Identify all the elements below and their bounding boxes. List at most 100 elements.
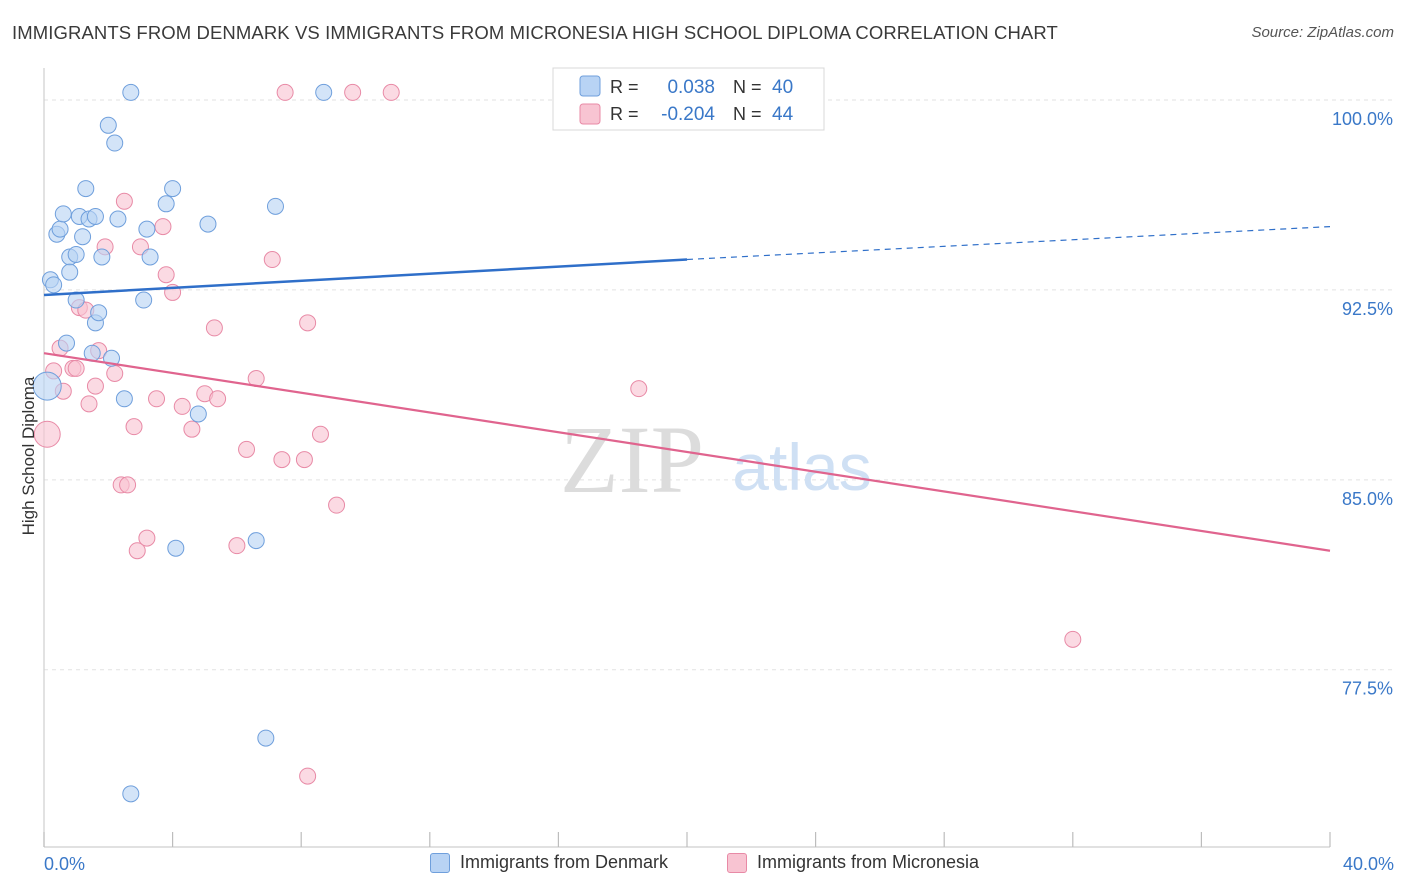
x-tick-label-max: 40.0% <box>1343 854 1394 874</box>
micronesia-point-12 <box>106 364 124 382</box>
denmark-point-36 <box>266 197 284 215</box>
denmark-point-29 <box>157 195 175 213</box>
denmark-point-4 <box>51 220 69 238</box>
denmark-point-32 <box>189 405 207 423</box>
stats-n-value-micronesia: 44 <box>772 104 794 125</box>
denmark-point-27 <box>138 220 156 238</box>
micronesia-point-29 <box>228 537 246 555</box>
micronesia-point-34 <box>276 83 294 101</box>
micronesia-point-33 <box>273 451 291 469</box>
x-tick-labels: 0.0% 40.0% <box>44 854 1394 874</box>
micronesia-point-37 <box>299 314 317 332</box>
denmark-point-0 <box>32 371 62 401</box>
watermark: ZIP atlas <box>560 406 872 513</box>
axes <box>43 68 1331 848</box>
bottom-legend: Immigrants from Denmark Immigrants from … <box>0 852 1406 878</box>
micronesia-point-28 <box>209 390 227 408</box>
denmark-trend-extension <box>686 225 1331 261</box>
denmark-point-33 <box>199 215 217 233</box>
denmark-point-12 <box>74 228 92 246</box>
micronesia-point-39 <box>328 496 346 514</box>
micronesia-point-22 <box>157 266 175 284</box>
denmark-point-37 <box>315 83 333 101</box>
micronesia-point-14 <box>115 192 133 210</box>
denmark-point-30 <box>164 180 182 198</box>
y-axis-label: High School Diploma <box>19 376 38 535</box>
legend-item-micronesia[interactable]: Immigrants from Micronesia <box>727 852 979 873</box>
legend-swatch-micronesia <box>727 852 747 873</box>
micronesia-point-9 <box>86 377 104 395</box>
denmark-point-24 <box>115 390 133 408</box>
denmark-point-5 <box>54 205 72 223</box>
legend-label-micronesia: Immigrants from Micronesia <box>757 852 980 872</box>
micronesia-point-0 <box>33 420 61 448</box>
watermark-atlas: atlas <box>732 430 871 504</box>
micronesia-point-25 <box>183 420 201 438</box>
stats-legend-swatch-denmark <box>579 75 601 97</box>
micronesia-point-5 <box>67 359 85 377</box>
micronesia-point-32 <box>263 251 281 269</box>
denmark-point-18 <box>90 304 108 322</box>
y-tick-labels: 100.0% 92.5% 85.0% 77.5% <box>1332 109 1393 699</box>
stats-r-value-denmark: 0.038 <box>667 77 715 98</box>
micronesia-point-36 <box>299 767 317 785</box>
stats-n-value-denmark: 40 <box>772 77 793 98</box>
stats-r-label-micronesia: R = <box>610 104 639 124</box>
denmark-point-22 <box>106 134 124 152</box>
denmark-point-13 <box>77 180 95 198</box>
stats-n-label-micronesia: N = <box>733 104 762 124</box>
denmark-point-26 <box>135 291 153 309</box>
legend-swatch-denmark <box>430 852 450 873</box>
trend-lines <box>43 225 1331 552</box>
denmark-point-31 <box>167 539 185 557</box>
stats-n-label-denmark: N = <box>733 77 762 97</box>
stats-legend: R = 0.038 N = 40 R = -0.204 N = 44 <box>552 67 825 131</box>
denmark-point-15 <box>86 207 104 225</box>
y-tick-label-3: 77.5% <box>1342 679 1393 699</box>
micronesia-point-19 <box>138 529 156 547</box>
denmark-point-6 <box>58 334 76 352</box>
denmark-point-20 <box>99 116 117 134</box>
micronesia-point-35 <box>295 451 313 469</box>
y-tick-label-2: 85.0% <box>1342 489 1393 509</box>
micronesia-point-40 <box>344 83 362 101</box>
micronesia-point-20 <box>148 390 166 408</box>
stats-legend-swatch-micronesia <box>579 103 601 125</box>
watermark-zip: ZIP <box>560 406 704 513</box>
denmark-point-34 <box>247 532 265 550</box>
chart-title: IMMIGRANTS FROM DENMARK VS IMMIGRANTS FR… <box>12 22 1058 43</box>
chart-source: Source: ZipAtlas.com <box>1251 24 1394 41</box>
denmark-point-28 <box>141 248 159 266</box>
micronesia-point-27 <box>205 319 223 337</box>
denmark-trend-line <box>43 258 688 297</box>
denmark-point-39 <box>122 785 140 803</box>
y-tick-label-0: 100.0% <box>1332 109 1393 129</box>
y-tick-label-1: 92.5% <box>1342 299 1393 319</box>
denmark-point-25 <box>122 83 140 101</box>
micronesia-point-15 <box>119 476 137 494</box>
micronesia-point-8 <box>80 395 98 413</box>
micronesia-point-17 <box>128 542 146 560</box>
micronesia-point-24 <box>173 397 191 415</box>
x-tick-label-min: 0.0% <box>44 854 85 874</box>
denmark-point-2 <box>45 276 63 294</box>
denmark-point-8 <box>61 263 79 281</box>
denmark-point-19 <box>93 248 111 266</box>
stats-r-label-denmark: R = <box>610 77 639 97</box>
micronesia-points <box>33 83 1082 785</box>
micronesia-point-42 <box>630 380 648 398</box>
micronesia-point-38 <box>311 425 329 443</box>
micronesia-point-41 <box>382 83 400 101</box>
micronesia-point-16 <box>125 418 143 436</box>
stats-r-value-micronesia: -0.204 <box>661 104 715 125</box>
micronesia-trend-line <box>43 352 1331 552</box>
legend-label-denmark: Immigrants from Denmark <box>460 852 669 872</box>
micronesia-point-21 <box>154 218 172 236</box>
denmark-point-35 <box>257 729 275 747</box>
micronesia-point-30 <box>238 440 256 458</box>
micronesia-point-43 <box>1064 630 1082 648</box>
legend-item-denmark[interactable]: Immigrants from Denmark <box>430 852 668 873</box>
denmark-point-23 <box>109 210 127 228</box>
denmark-point-9 <box>67 245 85 263</box>
